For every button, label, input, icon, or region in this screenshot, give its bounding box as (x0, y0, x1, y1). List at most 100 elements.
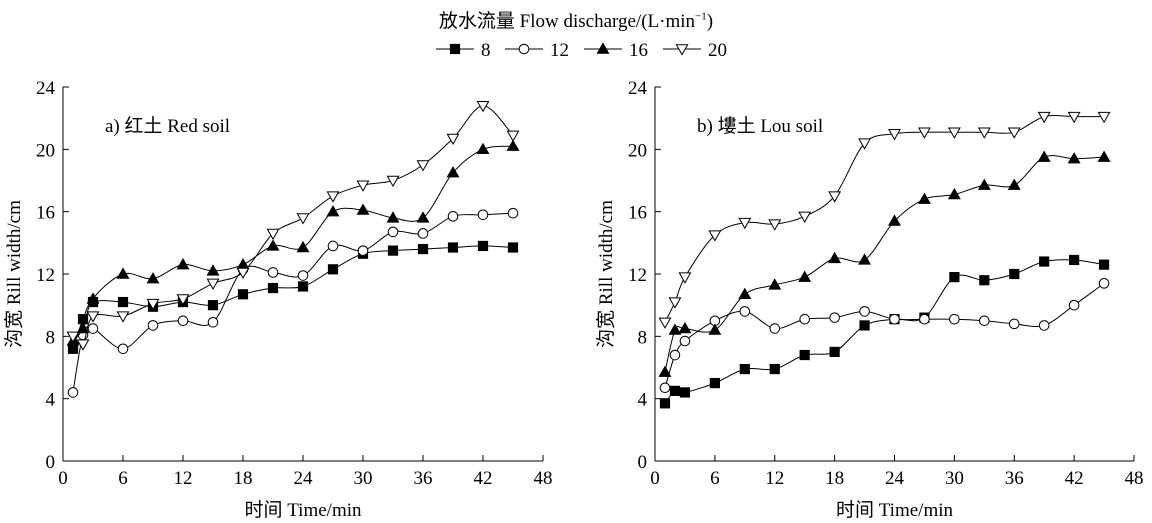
point-a-16-45 (506, 139, 520, 151)
point-b-20-39 (1037, 111, 1051, 124)
point-b-20-9 (738, 217, 752, 230)
x-tick-label-b-42: 42 (1065, 468, 1084, 489)
point-b-20-30 (947, 127, 961, 139)
x-tick-label-b-36: 36 (1005, 468, 1024, 489)
point-b-20-24 (888, 129, 901, 141)
series-line-b-8 (664, 259, 1105, 404)
series-a-20 (66, 101, 520, 351)
panel-title-b: b) 塿土 Lou soil (697, 115, 823, 137)
point-a-20-27 (326, 191, 340, 203)
legend-marker-8 (449, 43, 461, 55)
point-a-8-42 (477, 240, 489, 252)
x-tick-label-a-12: 12 (174, 468, 193, 489)
point-a-12-2 (77, 329, 89, 341)
x-tick-label-b-6: 6 (710, 468, 720, 489)
legend-title-close: ) (706, 11, 714, 32)
point-a-20-6 (116, 311, 130, 323)
point-b-12-33 (979, 315, 990, 327)
point-b-16-18 (828, 251, 842, 264)
point-b-20-21 (858, 138, 872, 150)
point-a-16-24 (296, 240, 310, 253)
y-tick-label-b-4: 4 (638, 390, 648, 411)
point-a-8-30 (357, 248, 369, 259)
point-b-16-36 (1007, 178, 1021, 190)
point-b-20-18 (828, 191, 842, 203)
point-a-20-30 (356, 180, 370, 192)
point-a-12-27 (327, 240, 339, 252)
x-tick-label-a-48: 48 (534, 468, 553, 489)
series-a-12 (67, 207, 519, 398)
point-a-8-45 (507, 242, 519, 253)
series-line-a-12 (72, 212, 514, 393)
point-a-16-30 (356, 203, 370, 215)
legend-item-12: 12 (505, 40, 569, 61)
point-b-12-39 (1038, 320, 1050, 331)
point-a-8-33 (387, 245, 399, 256)
point-b-20-27 (917, 127, 931, 139)
point-b-20-12 (768, 219, 782, 231)
y-tick-label-a-16: 16 (36, 203, 55, 224)
point-b-16-1 (658, 365, 672, 377)
point-a-8-6 (117, 296, 129, 308)
point-a-20-12 (176, 294, 190, 306)
point-a-20-3 (86, 311, 100, 323)
x-tick-label-b-24: 24 (885, 468, 905, 489)
y-axis-label-b: 沟宽 Rill width/cm (595, 200, 617, 348)
y-tick-label-b-12: 12 (628, 265, 647, 286)
point-a-20-21 (266, 228, 280, 241)
legend-item-16: 16 (584, 40, 648, 61)
point-b-16-2 (668, 323, 682, 335)
x-tick-label-a-0: 0 (58, 468, 68, 489)
point-a-20-15 (206, 278, 220, 290)
y-tick-label-b-8: 8 (638, 327, 648, 348)
legend-marker-20 (675, 44, 689, 56)
y-tick-label-a-24: 24 (36, 78, 56, 99)
point-a-8-1 (67, 343, 79, 354)
point-b-20-45 (1097, 111, 1111, 124)
point-a-8-18 (237, 289, 249, 300)
point-b-16-3 (678, 321, 692, 334)
point-b-12-3 (679, 335, 691, 347)
point-b-16-12 (768, 278, 782, 290)
point-b-8-24 (889, 314, 900, 325)
point-a-16-12 (176, 258, 190, 270)
point-a-20-9 (146, 298, 160, 311)
point-a-12-18 (237, 264, 249, 275)
panel-title-a: a) 红土 Red soil (105, 115, 230, 137)
legend-item-20: 20 (663, 40, 727, 61)
point-b-8-6 (709, 377, 720, 389)
series-line-a-20 (72, 105, 514, 346)
point-a-16-36 (416, 211, 430, 223)
point-a-20-39 (446, 133, 460, 146)
point-b-12-15 (799, 313, 810, 325)
x-tick-label-a-36: 36 (414, 468, 433, 489)
point-b-12-2 (669, 349, 681, 361)
point-a-20-42 (476, 101, 490, 113)
point-a-16-33 (386, 211, 400, 223)
point-a-12-45 (507, 207, 519, 219)
point-a-16-15 (206, 264, 220, 276)
point-b-12-1 (659, 382, 671, 394)
point-b-16-45 (1097, 150, 1111, 162)
legend-title-unit-exponent: −1 (695, 10, 707, 23)
legend-item-8: 8 (436, 40, 491, 61)
y-tick-label-b-24: 24 (628, 78, 648, 99)
point-a-12-39 (447, 211, 459, 222)
series-b-20 (658, 111, 1111, 329)
series-line-a-8 (72, 245, 514, 349)
point-a-12-15 (207, 317, 219, 328)
point-a-16-42 (476, 142, 490, 155)
legend-label-8: 8 (481, 40, 491, 61)
point-a-12-42 (477, 209, 489, 221)
point-a-12-30 (357, 245, 369, 256)
series-line-a-16 (72, 145, 514, 342)
x-tick-label-a-18: 18 (234, 468, 253, 489)
point-b-16-39 (1037, 150, 1051, 162)
point-b-20-1 (658, 317, 672, 329)
point-b-12-12 (769, 323, 781, 334)
y-tick-label-a-0: 0 (46, 452, 56, 473)
point-a-16-2 (76, 321, 90, 334)
x-tick-label-a-30: 30 (354, 468, 373, 489)
